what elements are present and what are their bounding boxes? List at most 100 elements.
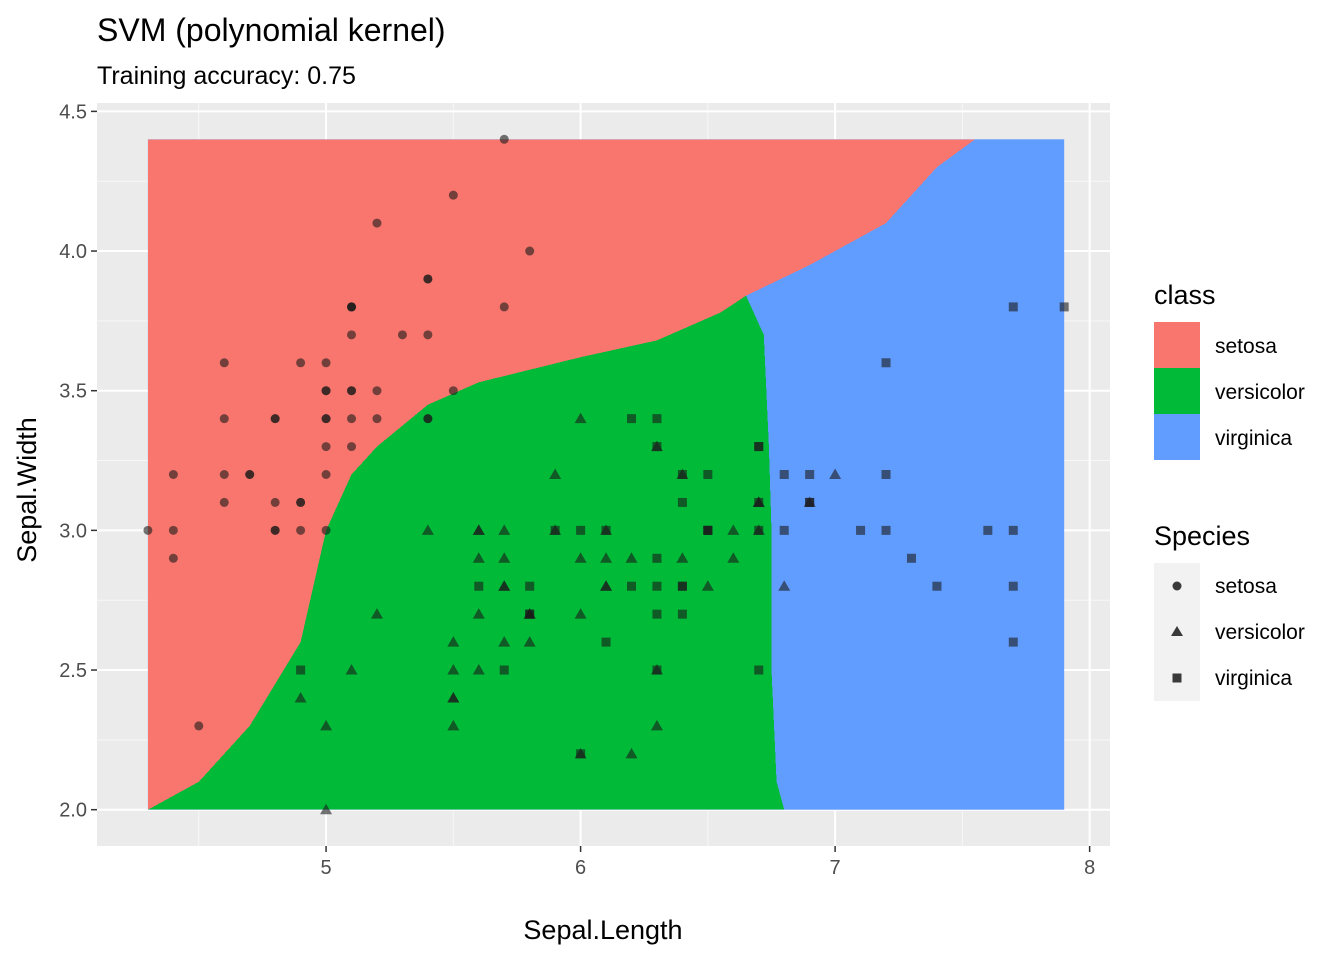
point-setosa xyxy=(423,414,433,424)
point-virginica xyxy=(652,553,662,563)
point-setosa xyxy=(448,386,458,396)
point-virginica xyxy=(881,525,891,535)
point-versicolor xyxy=(447,691,460,703)
point-versicolor xyxy=(320,719,333,731)
point-virginica xyxy=(677,470,687,479)
point-virginica xyxy=(1059,302,1069,312)
y-tick-label: 2.5 xyxy=(59,660,87,682)
point-virginica xyxy=(576,525,586,535)
point-setosa xyxy=(219,358,229,368)
point-versicolor xyxy=(549,468,562,479)
point-virginica xyxy=(754,442,764,452)
point-virginica xyxy=(703,525,713,535)
point-versicolor xyxy=(650,719,663,731)
chart-title: SVM (polynomial kernel) xyxy=(97,12,446,48)
point-setosa xyxy=(296,358,306,368)
point-versicolor xyxy=(447,719,460,731)
point-versicolor xyxy=(421,524,434,535)
point-virginica xyxy=(601,525,611,535)
legend-species-label-virginica: virginica xyxy=(1215,667,1292,690)
point-setosa xyxy=(397,330,407,340)
point-virginica xyxy=(805,470,815,479)
point-setosa xyxy=(423,330,433,340)
point-virginica xyxy=(881,470,891,479)
point-setosa xyxy=(372,414,382,424)
chart-subtitle: Training accuracy: 0.75 xyxy=(97,62,356,90)
decision-regions xyxy=(147,139,1065,810)
point-setosa xyxy=(347,302,357,312)
point-virginica xyxy=(754,497,764,507)
point-setosa xyxy=(347,414,357,424)
legend-class: class setosa versicolor virginica xyxy=(1154,280,1305,460)
point-virginica xyxy=(601,637,611,647)
point-virginica xyxy=(856,525,866,535)
point-virginica xyxy=(677,581,687,591)
point-virginica xyxy=(1008,525,1018,535)
point-virginica xyxy=(652,609,662,619)
point-setosa xyxy=(245,470,255,479)
legend-species: Species setosa versicolor virginica xyxy=(1154,521,1305,701)
point-setosa xyxy=(296,497,306,507)
point-versicolor xyxy=(829,468,842,479)
y-axis: 2.0 2.5 3.0 3.5 4.0 4.5 xyxy=(59,101,97,822)
point-setosa xyxy=(194,721,204,731)
point-virginica xyxy=(881,358,891,368)
point-virginica xyxy=(652,581,662,591)
point-setosa xyxy=(321,358,331,368)
point-setosa xyxy=(168,525,178,535)
point-virginica xyxy=(525,581,535,591)
legend-key-triangle-icon xyxy=(1171,626,1183,636)
point-setosa xyxy=(525,246,535,256)
point-setosa xyxy=(219,470,229,479)
point-versicolor xyxy=(472,608,485,619)
point-versicolor xyxy=(498,580,511,591)
point-versicolor xyxy=(320,803,333,815)
y-axis-label: Sepal.Width xyxy=(12,417,42,563)
point-setosa xyxy=(168,470,178,479)
point-virginica xyxy=(576,749,586,759)
point-setosa xyxy=(321,525,331,535)
point-setosa xyxy=(143,525,153,535)
point-versicolor xyxy=(294,691,307,703)
point-virginica xyxy=(754,525,764,535)
legend-species-title: Species xyxy=(1154,521,1250,551)
point-versicolor xyxy=(600,552,613,563)
legend-key-square-icon xyxy=(1172,673,1182,683)
point-virginica xyxy=(1008,637,1018,647)
point-virginica xyxy=(983,525,993,535)
point-virginica xyxy=(1008,581,1018,591)
point-virginica xyxy=(754,665,764,675)
point-versicolor xyxy=(370,608,383,619)
legend-swatch-setosa xyxy=(1154,322,1200,368)
point-versicolor xyxy=(498,552,511,563)
point-setosa xyxy=(321,442,331,452)
point-versicolor xyxy=(600,580,613,591)
point-versicolor xyxy=(778,580,791,591)
point-versicolor xyxy=(472,524,485,535)
point-virginica xyxy=(932,581,942,591)
y-tick-label: 3.0 xyxy=(59,520,87,542)
point-virginica xyxy=(626,581,636,591)
point-virginica xyxy=(525,609,535,619)
point-versicolor xyxy=(472,552,485,563)
point-setosa xyxy=(347,386,357,396)
point-versicolor xyxy=(727,524,740,535)
point-setosa xyxy=(372,218,382,228)
point-setosa xyxy=(270,525,280,535)
x-tick-label: 7 xyxy=(830,857,841,879)
point-versicolor xyxy=(625,552,638,563)
x-axis-label: Sepal.Length xyxy=(523,915,682,945)
x-tick-label: 6 xyxy=(575,857,586,879)
legend-swatch-virginica xyxy=(1154,414,1200,460)
point-virginica xyxy=(1008,302,1018,312)
point-versicolor xyxy=(574,608,587,619)
point-virginica xyxy=(703,470,713,479)
legend-key-circle-icon xyxy=(1172,581,1182,591)
point-virginica xyxy=(805,497,815,507)
legend-class-label-virginica: virginica xyxy=(1215,427,1292,450)
x-axis: 5 6 7 8 xyxy=(321,846,1095,879)
legend-swatch-versicolor xyxy=(1154,368,1200,414)
point-versicolor xyxy=(498,636,511,647)
point-setosa xyxy=(321,470,331,479)
